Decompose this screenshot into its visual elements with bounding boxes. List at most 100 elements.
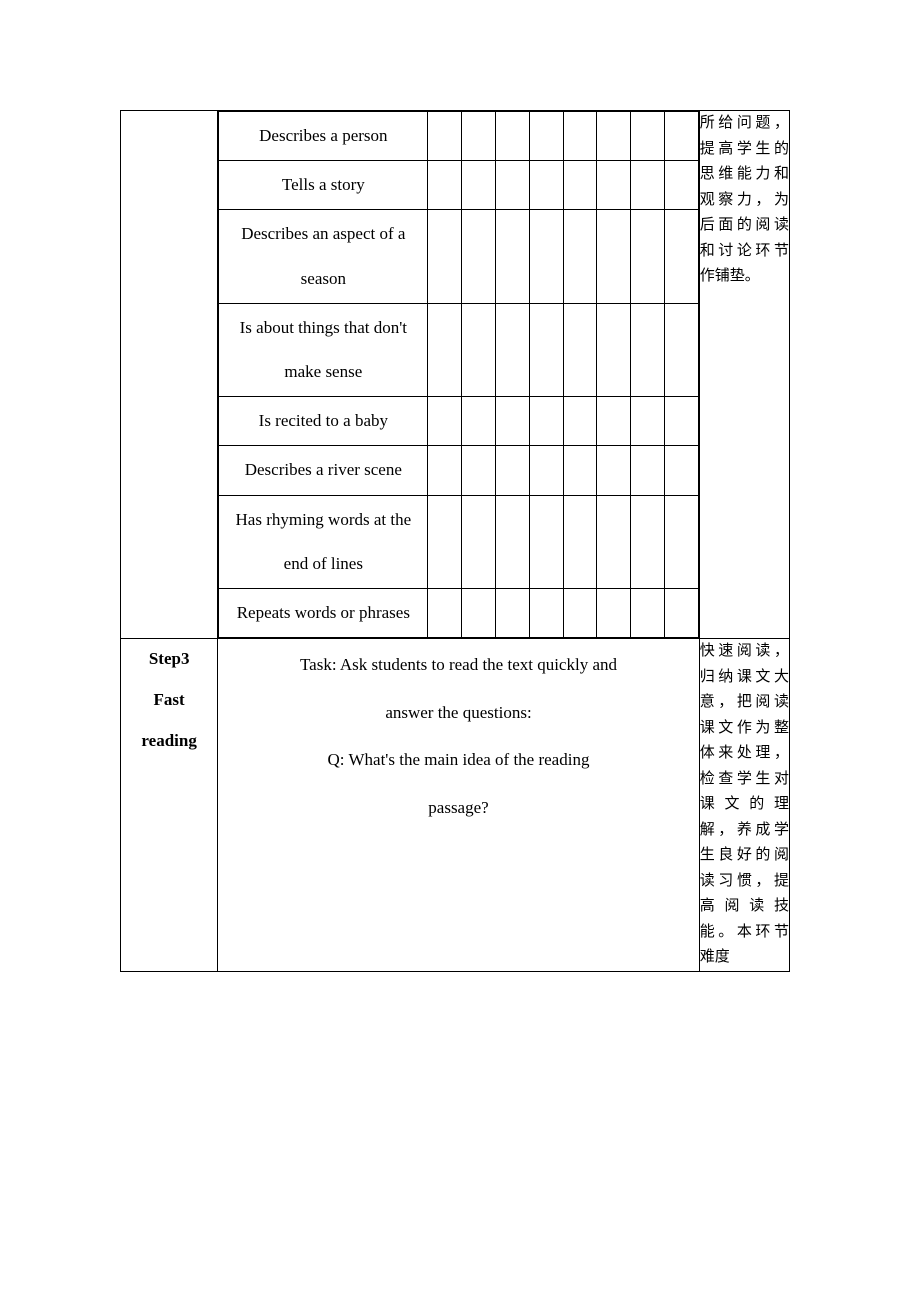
checklist-checkbox-cell [631,303,665,396]
checklist-checkbox-cell [664,495,698,588]
checklist-checkbox-cell [664,303,698,396]
checklist-row: Tells a story [219,161,698,210]
checklist-checkbox-cell [597,397,631,446]
checklist-checkbox-cell [428,588,462,637]
checklist-checkbox-cell [428,495,462,588]
checklist-desc: Describes a person [219,112,428,161]
checklist-checkbox-cell [428,112,462,161]
checklist-desc: Tells a story [219,161,428,210]
checklist-checkbox-cell [428,446,462,495]
checklist-checkbox-cell [563,112,597,161]
step-label-line: Fast [121,680,217,721]
checklist-checkbox-cell [428,161,462,210]
step-label-line: reading [121,721,217,762]
checklist-checkbox-cell [597,161,631,210]
task-line: answer the questions: [226,689,690,737]
checklist-row: Is about things that don't make sense [219,303,698,396]
checklist-checkbox-cell [529,397,563,446]
checklist-checkbox-cell [529,161,563,210]
checklist-checkbox-cell [563,495,597,588]
checklist-checkbox-cell [664,210,698,303]
checklist-checkbox-cell [495,303,529,396]
table-row: Step3 Fast reading Task: Ask students to… [121,639,790,972]
checklist-desc: Describes a river scene [219,446,428,495]
note-cell-2: 快速阅读，归纳课文大意，把阅读课文作为整体来处理，检查学生对课文的理解，养成学生… [699,639,789,972]
checklist-checkbox-cell [495,112,529,161]
checklist-checkbox-cell [597,446,631,495]
checklist-checkbox-cell [529,210,563,303]
checklist-checkbox-cell [428,397,462,446]
step-cell-blank [121,111,218,639]
note-text-2: 快速阅读，归纳课文大意，把阅读课文作为整体来处理，检查学生对课文的理解，养成学生… [700,643,789,965]
checklist-row: Has rhyming words at the end of lines [219,495,698,588]
checklist-checkbox-cell [462,397,496,446]
checklist-checkbox-cell [631,397,665,446]
checklist-row: Is recited to a baby [219,397,698,446]
checklist-checkbox-cell [631,210,665,303]
checklist-desc: Is recited to a baby [219,397,428,446]
checklist-checkbox-cell [563,210,597,303]
checklist-checkbox-cell [529,588,563,637]
checklist-checkbox-cell [664,588,698,637]
checklist-checkbox-cell [563,161,597,210]
checklist-row: Describes a person [219,112,698,161]
checklist-checkbox-cell [428,303,462,396]
step-cell-step3: Step3 Fast reading [121,639,218,972]
checklist-row: Repeats words or phrases [219,588,698,637]
checklist-checkbox-cell [495,588,529,637]
checklist-desc: Is about things that don't make sense [219,303,428,396]
checklist-checkbox-cell [631,446,665,495]
page: Describes a person Tells a story Describ… [0,0,920,1012]
checklist-checkbox-cell [563,397,597,446]
note-cell-1: 所给问题，提高学生的思维能力和观察力，为后面的阅读和讨论环节作铺垫。 [699,111,789,639]
checklist-checkbox-cell [495,446,529,495]
main-cell-checklist: Describes a person Tells a story Describ… [218,111,699,639]
task-line: passage? [226,784,690,832]
checklist-checkbox-cell [563,303,597,396]
checklist-checkbox-cell [597,112,631,161]
checklist-checkbox-cell [631,112,665,161]
poem-checklist-table: Describes a person Tells a story Describ… [218,111,698,638]
table-row: Describes a person Tells a story Describ… [121,111,790,639]
task-line: Q: What's the main idea of the reading [226,736,690,784]
checklist-checkbox-cell [664,161,698,210]
checklist-checkbox-cell [664,397,698,446]
checklist-checkbox-cell [462,588,496,637]
checklist-checkbox-cell [495,161,529,210]
checklist-checkbox-cell [664,112,698,161]
checklist-desc: Describes an aspect of a season [219,210,428,303]
checklist-checkbox-cell [631,495,665,588]
main-cell-task: Task: Ask students to read the text quic… [218,639,699,972]
checklist-row: Describes an aspect of a season [219,210,698,303]
checklist-checkbox-cell [664,446,698,495]
checklist-checkbox-cell [529,495,563,588]
checklist-checkbox-cell [462,303,496,396]
checklist-checkbox-cell [495,397,529,446]
checklist-checkbox-cell [529,446,563,495]
checklist-checkbox-cell [597,210,631,303]
checklist-checkbox-cell [529,303,563,396]
step-label-line: Step3 [121,639,217,680]
task-line: Task: Ask students to read the text quic… [226,641,690,689]
note-text-1: 所给问题，提高学生的思维能力和观察力，为后面的阅读和讨论环节作铺垫。 [700,115,789,284]
checklist-checkbox-cell [462,210,496,303]
checklist-checkbox-cell [597,495,631,588]
checklist-checkbox-cell [631,161,665,210]
checklist-row: Describes a river scene [219,446,698,495]
checklist-checkbox-cell [597,303,631,396]
checklist-checkbox-cell [462,495,496,588]
checklist-checkbox-cell [428,210,462,303]
checklist-checkbox-cell [495,210,529,303]
checklist-checkbox-cell [495,495,529,588]
checklist-checkbox-cell [563,588,597,637]
checklist-checkbox-cell [529,112,563,161]
lesson-plan-table: Describes a person Tells a story Describ… [120,110,790,972]
checklist-checkbox-cell [563,446,597,495]
checklist-checkbox-cell [462,446,496,495]
checklist-checkbox-cell [462,161,496,210]
checklist-desc: Has rhyming words at the end of lines [219,495,428,588]
checklist-checkbox-cell [462,112,496,161]
checklist-desc: Repeats words or phrases [219,588,428,637]
checklist-checkbox-cell [597,588,631,637]
checklist-checkbox-cell [631,588,665,637]
